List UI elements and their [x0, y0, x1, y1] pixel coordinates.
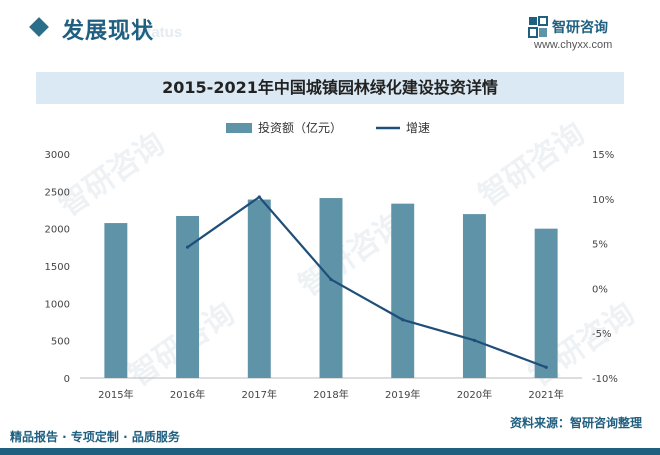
- y-tick-label-left: 1500: [45, 262, 70, 273]
- growth-point: [257, 195, 261, 199]
- footer-slogan: 精品报告 · 专项定制 · 品质服务: [10, 430, 180, 444]
- bar: [462, 214, 486, 378]
- growth-point: [401, 318, 405, 322]
- source-note: 资料来源：智研咨询整理: [509, 416, 642, 430]
- y-tick-label-left: 1000: [45, 299, 70, 310]
- growth-point: [472, 338, 477, 342]
- legend-label-line: 增速: [406, 121, 430, 135]
- logo-mark-icon: [528, 16, 548, 38]
- section-subtitle: status: [138, 24, 183, 41]
- bar: [319, 198, 343, 378]
- y-tick-label-right: 0%: [592, 284, 608, 295]
- y-tick-label-right: 15%: [592, 150, 614, 161]
- y-tick-label-left: 2500: [45, 187, 70, 198]
- bar: [104, 223, 128, 378]
- chart-title-band: 2015-2021年中国城镇园林绿化建设投资详情: [36, 72, 624, 104]
- y-tick-label-right: 5%: [592, 240, 608, 251]
- logo-url: www.chyxx.com: [534, 39, 613, 51]
- chart-title: 2015-2021年中国城镇园林绿化建设投资详情: [162, 78, 498, 97]
- legend-swatch-bar: [226, 123, 252, 133]
- section-title: 发展现状: [62, 19, 155, 44]
- growth-point: [185, 245, 190, 249]
- y-tick-label-right: -10%: [592, 374, 618, 385]
- bar: [534, 228, 558, 378]
- y-tick-label-left: 2000: [45, 225, 70, 236]
- bar: [247, 199, 271, 378]
- y-tick-label-left: 3000: [45, 150, 70, 161]
- x-tick-label: 2018年: [313, 388, 348, 401]
- logo-text: 智研咨询: [552, 20, 608, 36]
- combo-chart: 投资额（亿元） 增速 0 500 1000 1500 2000 2500 3000 -10% -5%…: [45, 120, 618, 401]
- x-tick-label: 2015年: [98, 388, 133, 401]
- x-tick-label: 2019年: [385, 388, 420, 401]
- y-tick-label-left: 500: [51, 337, 70, 348]
- growth-point: [329, 277, 333, 282]
- x-tick-label: 2021年: [528, 388, 563, 401]
- y-tick-label-right: -5%: [592, 329, 611, 340]
- diamond-icon: [29, 17, 49, 37]
- growth-point: [544, 365, 548, 369]
- x-tick-label: 2020年: [457, 388, 492, 401]
- page-header: status 发展现状 智研咨询 www.chyxx.com: [0, 0, 660, 60]
- bar: [391, 203, 415, 378]
- x-tick-label: 2017年: [242, 388, 277, 401]
- footer-bar: [0, 448, 660, 455]
- y-tick-label-right: 10%: [592, 195, 614, 206]
- brand-logo: 智研咨询 www.chyxx.com: [528, 16, 638, 52]
- bar: [176, 215, 200, 378]
- x-tick-label: 2016年: [170, 388, 205, 401]
- growth-line: [186, 195, 547, 369]
- legend-label-bar: 投资额（亿元）: [258, 120, 342, 135]
- y-tick-label-left: 0: [64, 374, 70, 385]
